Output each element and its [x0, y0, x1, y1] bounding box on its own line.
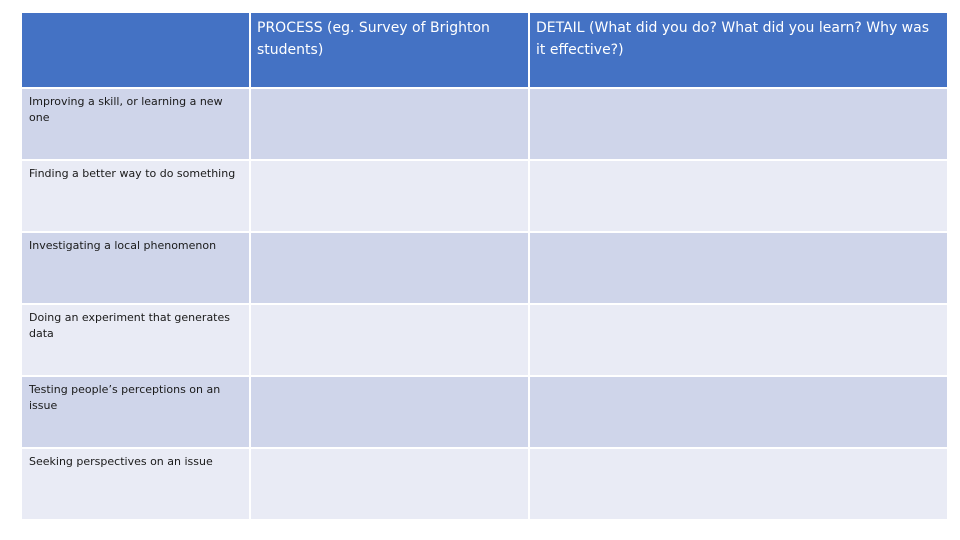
detail-cell-text — [530, 233, 947, 303]
header-cell-blank — [20, 11, 251, 89]
row-label: Seeking perspectives on an issue — [29, 455, 213, 468]
header-cell-detail: DETAIL (What did you do? What did you le… — [528, 11, 949, 89]
detail-cell[interactable] — [528, 231, 949, 305]
table-row: Seeking perspectives on an issue — [20, 447, 949, 521]
process-cell[interactable] — [249, 375, 530, 449]
process-cell-text — [251, 449, 528, 519]
header-cell-process: PROCESS (eg. Survey of Brighton students… — [249, 11, 530, 89]
table-row: Improving a skill, or learning a new one — [20, 87, 949, 161]
process-cell[interactable] — [249, 87, 530, 161]
process-cell-text — [251, 161, 528, 231]
process-cell[interactable] — [249, 159, 530, 233]
row-label: Testing people’s perceptions on an issue — [29, 383, 221, 412]
row-label: Finding a better way to do something — [29, 167, 236, 180]
process-cell-text — [251, 377, 528, 447]
row-label-cell: Investigating a local phenomenon — [20, 231, 251, 305]
detail-cell-text — [530, 305, 947, 375]
table-row: Doing an experiment that generates data — [20, 303, 949, 377]
table-row: Finding a better way to do something — [20, 159, 949, 233]
process-cell[interactable] — [249, 447, 530, 521]
row-label-cell: Finding a better way to do something — [20, 159, 251, 233]
process-cell[interactable] — [249, 303, 530, 377]
detail-cell[interactable] — [528, 303, 949, 377]
process-cell[interactable] — [249, 231, 530, 305]
detail-cell[interactable] — [528, 159, 949, 233]
row-label-cell: Testing people’s perceptions on an issue — [20, 375, 251, 449]
planning-table: PROCESS (eg. Survey of Brighton students… — [20, 11, 949, 521]
process-cell-text — [251, 89, 528, 159]
detail-cell-text — [530, 89, 947, 159]
row-label: Improving a skill, or learning a new one — [29, 95, 223, 124]
detail-cell[interactable] — [528, 375, 949, 449]
row-label-cell: Doing an experiment that generates data — [20, 303, 251, 377]
detail-cell-text — [530, 161, 947, 231]
row-label-cell: Seeking perspectives on an issue — [20, 447, 251, 521]
table-header-row: PROCESS (eg. Survey of Brighton students… — [20, 11, 949, 89]
detail-cell-text — [530, 377, 947, 447]
row-label-cell: Improving a skill, or learning a new one — [20, 87, 251, 161]
process-cell-text — [251, 305, 528, 375]
detail-cell[interactable] — [528, 87, 949, 161]
table-row: Testing people’s perceptions on an issue — [20, 375, 949, 449]
row-label: Doing an experiment that generates data — [29, 311, 230, 340]
row-label: Investigating a local phenomenon — [29, 239, 217, 252]
detail-cell-text — [530, 449, 947, 519]
process-cell-text — [251, 233, 528, 303]
table-row: Investigating a local phenomenon — [20, 231, 949, 305]
detail-cell[interactable] — [528, 447, 949, 521]
